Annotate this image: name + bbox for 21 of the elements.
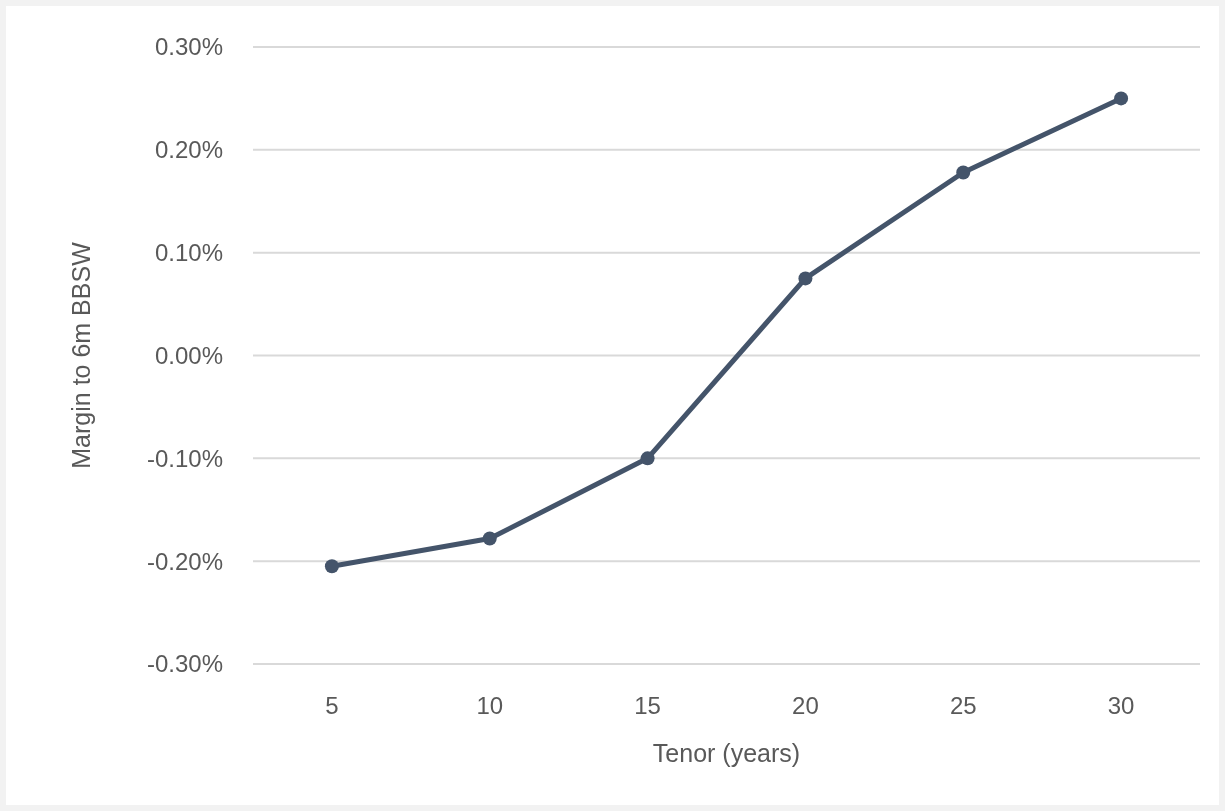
point	[956, 165, 971, 180]
point	[1114, 91, 1129, 106]
y-tick-label: -0.20%	[146, 547, 223, 575]
y-tick-label: -0.10%	[146, 444, 223, 472]
x-tick-label: 5	[325, 692, 339, 719]
x-tick-label: 15	[634, 692, 661, 719]
x-axis-title: Tenor (years)	[652, 739, 801, 767]
y-tick-label: -0.30%	[146, 650, 223, 678]
x-tick-label: 30	[1107, 692, 1135, 719]
y-tick-label: 0.30%	[154, 33, 223, 61]
point	[482, 531, 497, 546]
x-tick-label: 25	[949, 692, 977, 719]
x-tick-label: 10	[476, 692, 504, 719]
y-tick-label: 0.10%	[154, 239, 223, 267]
x-tick-label: 20	[792, 692, 819, 719]
y-tick-label: 0.20%	[154, 136, 223, 164]
point	[798, 271, 813, 286]
point	[640, 451, 655, 466]
point	[324, 559, 339, 574]
y-tick-label: 0.00%	[154, 341, 223, 369]
y-axis-title: Margin to 6m BBSW	[67, 241, 95, 469]
